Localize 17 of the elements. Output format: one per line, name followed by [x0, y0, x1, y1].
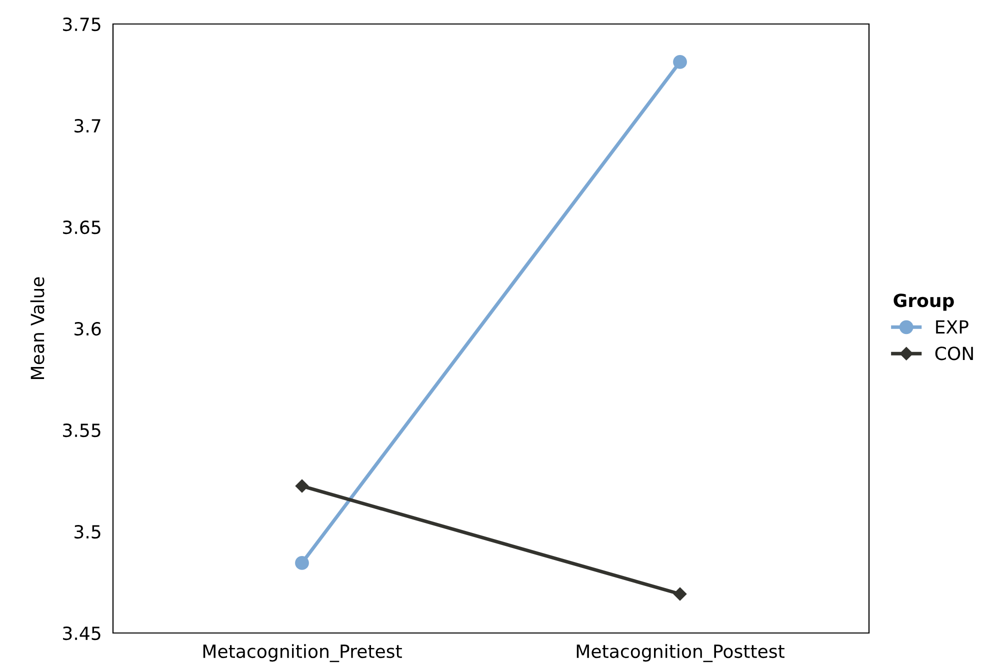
y-tick-label: 3.6: [74, 322, 101, 336]
point: [673, 587, 687, 601]
legend-label: CON: [935, 346, 973, 360]
y-tick-label: 3.75: [63, 17, 100, 32]
x-tick-label: Metacognition_Pretest: [203, 644, 402, 662]
point: [295, 556, 309, 570]
y-axis-title: Mean Value: [30, 277, 44, 379]
legend-title: Group: [894, 294, 954, 311]
y-tick-label: 3.55: [63, 423, 100, 438]
y-tick-label: 3.45: [63, 626, 100, 640]
x-tick-label: Metacognition_Posttest: [576, 644, 784, 662]
point: [673, 55, 687, 69]
point: [295, 479, 309, 493]
y-tick-label: 3.7: [74, 118, 100, 133]
legend-label: EXP: [936, 320, 968, 334]
y-tick-label: 3.5: [74, 524, 100, 539]
y-tick-label: 3.65: [63, 220, 100, 234]
